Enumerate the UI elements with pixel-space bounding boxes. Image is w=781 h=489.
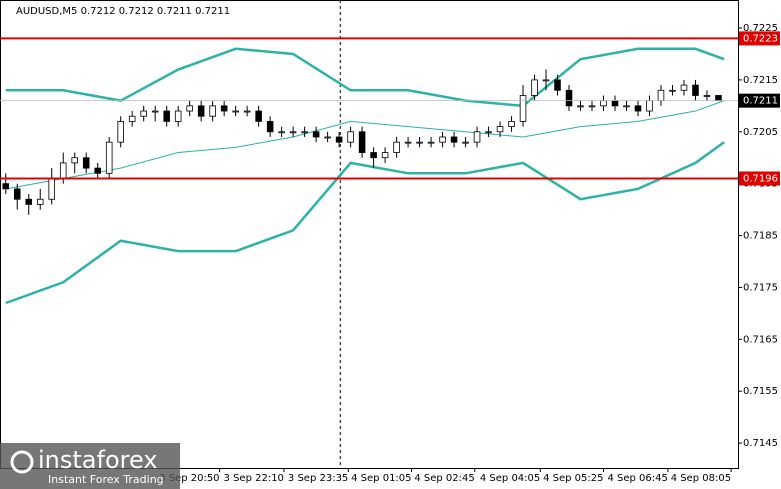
candle-body <box>450 136 458 143</box>
candle-body <box>703 95 711 97</box>
candle-body <box>324 136 331 139</box>
candle-body <box>611 100 619 107</box>
candle-body <box>347 131 354 143</box>
y-tick-label: 0.7155 <box>743 386 778 397</box>
candle-body <box>243 110 251 113</box>
candle-body <box>508 121 515 127</box>
candle-body <box>2 183 10 190</box>
candle-body <box>588 105 596 108</box>
candle-body <box>105 141 113 174</box>
candle-body <box>542 79 550 82</box>
x-tick-label: 4 Sep 01:05 <box>351 473 411 484</box>
candle-body <box>381 152 389 159</box>
candle-body <box>13 188 21 200</box>
x-tick-label: 4 Sep 08:05 <box>671 473 731 484</box>
y-tick-label: 0.7215 <box>743 75 778 86</box>
y-tick-label: 0.7145 <box>743 438 778 449</box>
candle-body <box>48 178 56 200</box>
candle-body <box>519 95 527 122</box>
candle-body <box>485 131 492 134</box>
logo-name: instaforex <box>38 446 158 474</box>
x-tick-label: 3 Sep 22:10 <box>224 473 284 484</box>
candle-body <box>128 115 136 122</box>
candle-body <box>25 198 33 205</box>
candle-body <box>36 198 44 205</box>
candle-body <box>151 110 159 113</box>
y-tick-label: 0.7205 <box>743 127 778 138</box>
candle-body <box>404 141 412 144</box>
candle-body <box>715 95 722 102</box>
y-tick-label: 0.7185 <box>743 231 778 242</box>
candle-body <box>266 121 274 133</box>
level-label-box <box>739 171 780 186</box>
candle-body <box>692 84 699 96</box>
chart-title: AUDUSD,M5 0.7212 0.7212 0.7211 0.7211 <box>16 6 230 17</box>
candle-body <box>565 89 573 107</box>
candle-body <box>623 105 630 108</box>
logo-icon <box>10 450 34 474</box>
x-tick-label: 4 Sep 02:45 <box>414 473 474 484</box>
y-tick-label: 0.7175 <box>743 282 778 293</box>
bollinger-band <box>5 141 725 305</box>
candle-body <box>669 89 676 92</box>
candle-body <box>427 141 435 144</box>
candle-body <box>255 110 262 122</box>
price-label-box <box>739 93 780 108</box>
level-label-box <box>739 31 780 46</box>
level-label: 0.7223 <box>743 33 778 44</box>
candle-body <box>577 105 584 108</box>
candle-body <box>370 152 377 159</box>
candle-body <box>473 131 481 143</box>
x-tick-label: 4 Sep 05:25 <box>543 473 603 484</box>
price-label: 0.7211 <box>743 96 778 107</box>
candle-body <box>554 79 561 91</box>
candle-body <box>82 157 90 169</box>
candle-body <box>278 131 285 134</box>
candle-body <box>393 141 400 153</box>
candle-body <box>117 121 124 143</box>
candle-body <box>59 162 67 179</box>
logo-tagline: Instant Forex Trading <box>48 473 164 486</box>
candle-body <box>209 105 216 117</box>
candle-body <box>174 110 182 122</box>
level-label: 0.7196 <box>743 173 778 184</box>
candle-body <box>71 157 78 164</box>
y-tick-label: 0.7225 <box>743 23 778 34</box>
candle-body <box>289 131 297 134</box>
candle-body <box>312 131 320 138</box>
candle-body <box>462 141 469 144</box>
bollinger-band <box>5 47 725 108</box>
candle-body <box>186 105 193 112</box>
candle-body <box>416 141 423 144</box>
candle-body <box>657 89 665 102</box>
candle-body <box>140 110 147 117</box>
candle-body <box>220 105 228 112</box>
x-tick-label: 3 Sep 23:35 <box>288 473 348 484</box>
candle-body <box>335 136 343 143</box>
logo: instaforex Instant Forex Trading <box>0 443 180 489</box>
candle-body <box>646 100 653 112</box>
candle-body <box>600 100 607 107</box>
candle-body <box>232 110 239 113</box>
candle-body <box>531 79 538 96</box>
moving-average <box>5 100 725 190</box>
candle-body <box>439 136 446 143</box>
plot-frame <box>0 0 739 469</box>
x-tick-label: 4 Sep 06:45 <box>607 473 667 484</box>
candle-body <box>496 126 504 133</box>
candle-body <box>301 131 308 134</box>
candle-body <box>358 131 366 153</box>
candle-body <box>163 110 170 122</box>
x-tick-label: 4 Sep 04:05 <box>480 473 540 484</box>
candle-body <box>680 84 688 91</box>
y-tick-label: 0.7165 <box>743 334 778 345</box>
candle-body <box>197 105 205 117</box>
candle-body <box>634 105 642 112</box>
x-tick-label: 3 Sep 20:50 <box>159 473 219 484</box>
candle-body <box>94 167 101 174</box>
